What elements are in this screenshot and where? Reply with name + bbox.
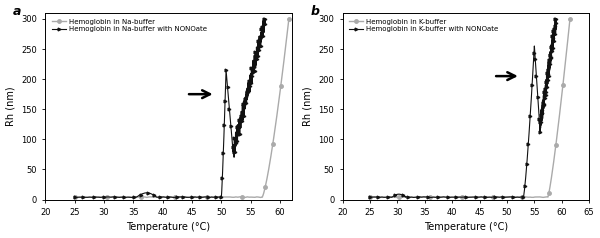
Y-axis label: Rh (nm): Rh (nm) bbox=[5, 86, 16, 126]
Text: b: b bbox=[311, 5, 320, 18]
Y-axis label: Rh (nm): Rh (nm) bbox=[303, 86, 313, 126]
Legend: Hemoglobin in K-buffer, Hemoglobin in K-buffer with NONOate: Hemoglobin in K-buffer, Hemoglobin in K-… bbox=[349, 18, 499, 33]
X-axis label: Temperature (°C): Temperature (°C) bbox=[424, 223, 508, 233]
Text: a: a bbox=[13, 5, 22, 18]
Legend: Hemoglobin in Na-buffer, Hemoglobin in Na-buffer with NONOate: Hemoglobin in Na-buffer, Hemoglobin in N… bbox=[51, 18, 208, 33]
X-axis label: Temperature (°C): Temperature (°C) bbox=[127, 223, 211, 233]
